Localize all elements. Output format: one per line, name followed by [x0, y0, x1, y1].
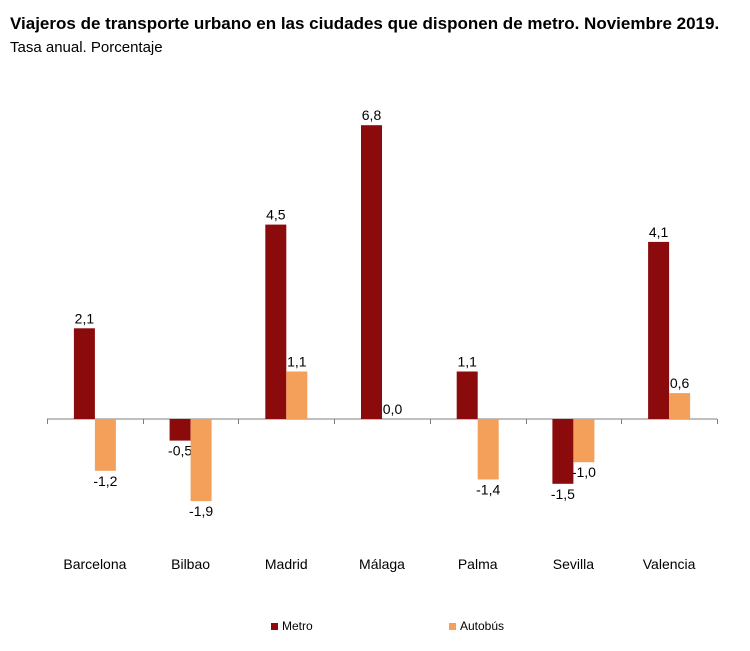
bar-metro-bilbao — [169, 419, 191, 441]
bar-metro-madrid — [265, 224, 287, 419]
bar-metro-barcelona — [73, 328, 95, 419]
bar-metro-valencia — [648, 241, 670, 419]
data-label-metro-valencia: 4,1 — [649, 224, 669, 240]
chart-title-main: Viajeros de transporte urbano en las ciu… — [10, 14, 720, 33]
bar-metro-malaga — [361, 125, 382, 419]
bar-autobus-palma — [477, 419, 499, 480]
data-label-autobus-valencia: 0,6 — [670, 375, 690, 391]
bar-autobus-bilbao — [190, 419, 212, 502]
legend-item-metro: Metro — [271, 619, 313, 633]
data-label-metro-bilbao: -0,5 — [168, 443, 192, 459]
category-label-sevilla: Sevilla — [553, 556, 594, 572]
chart-subtitle: Tasa anual. Porcentaje — [10, 39, 163, 56]
data-label-metro-sevilla: -1,5 — [551, 486, 575, 502]
data-label-autobus-madrid: 1,1 — [287, 354, 307, 370]
data-label-metro-malaga: 6,8 — [362, 107, 382, 123]
category-label-madrid: Madrid — [265, 556, 308, 572]
chart-title: Viajeros de transporte urbano en las ciu… — [10, 12, 740, 59]
data-label-autobus-palma: -1,4 — [476, 482, 500, 498]
bar-metro-palma — [456, 371, 478, 419]
bar-metro-sevilla — [552, 419, 574, 484]
legend-item-autobus: Autobús — [449, 619, 504, 633]
legend-swatch-autobus — [449, 622, 456, 630]
data-label-autobus-bilbao: -1,9 — [189, 503, 213, 519]
data-label-autobus-barcelona: -1,2 — [93, 473, 117, 489]
category-label-malaga: Málaga — [359, 556, 405, 572]
data-label-autobus-sevilla: -1,0 — [572, 464, 596, 480]
data-label-autobus-malaga: 0,0 — [383, 401, 403, 417]
data-label-metro-barcelona: 2,1 — [75, 310, 95, 326]
bar-autobus-sevilla — [573, 419, 595, 463]
bar-autobus-madrid — [286, 371, 308, 419]
data-label-metro-palma: 1,1 — [457, 354, 477, 370]
category-label-palma: Palma — [458, 556, 498, 572]
category-label-bilbao: Bilbao — [171, 556, 210, 572]
bar-autobus-barcelona — [94, 419, 116, 471]
bar-autobus-valencia — [669, 393, 691, 419]
legend-swatch-metro — [271, 622, 278, 630]
data-label-metro-madrid: 4,5 — [266, 207, 286, 223]
category-label-valencia: Valencia — [643, 556, 696, 572]
legend-label-autobus: Autobús — [460, 619, 505, 633]
legend-label-metro: Metro — [282, 619, 313, 633]
category-label-barcelona: Barcelona — [63, 556, 126, 572]
